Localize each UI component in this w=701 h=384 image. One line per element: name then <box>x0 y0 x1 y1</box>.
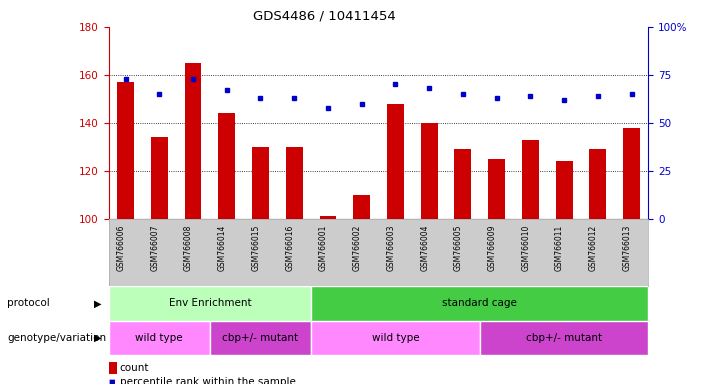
Bar <box>311 286 648 321</box>
Text: GSM766006: GSM766006 <box>116 224 125 271</box>
Bar <box>252 147 269 219</box>
Text: GSM766010: GSM766010 <box>522 224 531 271</box>
Bar <box>109 321 210 355</box>
Text: ▶: ▶ <box>94 298 102 308</box>
Text: genotype/variation: genotype/variation <box>7 333 106 343</box>
Bar <box>117 82 134 219</box>
Text: GDS4486 / 10411454: GDS4486 / 10411454 <box>253 10 396 23</box>
Text: GSM766016: GSM766016 <box>285 224 294 271</box>
Bar <box>151 137 168 219</box>
Text: wild type: wild type <box>135 333 183 343</box>
Text: GSM766011: GSM766011 <box>555 224 564 270</box>
Bar <box>522 140 539 219</box>
Bar <box>320 217 336 219</box>
Text: GSM766008: GSM766008 <box>184 224 193 271</box>
Text: GSM766002: GSM766002 <box>353 224 362 271</box>
Text: cbp+/- mutant: cbp+/- mutant <box>222 333 299 343</box>
Text: GSM766009: GSM766009 <box>488 224 496 271</box>
Bar <box>311 321 479 355</box>
Text: GSM766012: GSM766012 <box>589 224 598 270</box>
Bar <box>479 321 648 355</box>
Text: standard cage: standard cage <box>442 298 517 308</box>
Bar <box>387 104 404 219</box>
Text: GSM766005: GSM766005 <box>454 224 463 271</box>
Text: GSM766014: GSM766014 <box>218 224 226 271</box>
Text: ■: ■ <box>109 379 116 384</box>
Bar <box>590 149 606 219</box>
Bar <box>109 286 311 321</box>
Text: GSM766003: GSM766003 <box>386 224 395 271</box>
Bar <box>210 321 311 355</box>
Text: cbp+/- mutant: cbp+/- mutant <box>526 333 602 343</box>
Text: GSM766004: GSM766004 <box>420 224 429 271</box>
Text: Env Enrichment: Env Enrichment <box>168 298 251 308</box>
Bar <box>184 63 201 219</box>
Text: GSM766015: GSM766015 <box>252 224 261 271</box>
Text: protocol: protocol <box>7 298 50 308</box>
Text: wild type: wild type <box>372 333 419 343</box>
Text: percentile rank within the sample: percentile rank within the sample <box>120 377 296 384</box>
Bar <box>421 123 437 219</box>
Text: ▶: ▶ <box>94 333 102 343</box>
Bar <box>286 147 303 219</box>
Text: count: count <box>120 363 149 373</box>
Bar <box>488 159 505 219</box>
Text: GSM766007: GSM766007 <box>150 224 159 271</box>
Text: GSM766013: GSM766013 <box>622 224 632 271</box>
Bar <box>454 149 471 219</box>
Bar <box>353 195 370 219</box>
Bar <box>218 113 235 219</box>
Bar <box>623 127 640 219</box>
Bar <box>556 161 573 219</box>
Text: GSM766001: GSM766001 <box>319 224 328 271</box>
